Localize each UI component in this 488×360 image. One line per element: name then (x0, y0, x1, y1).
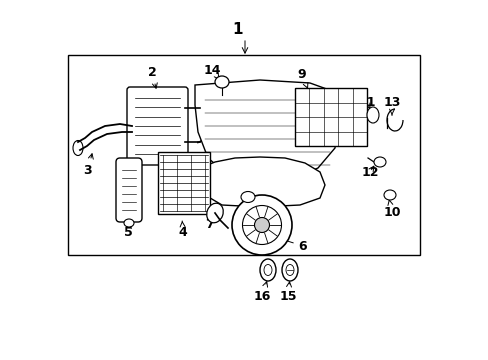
Text: 13: 13 (383, 96, 400, 115)
Polygon shape (195, 80, 339, 182)
Ellipse shape (264, 265, 271, 275)
Ellipse shape (366, 107, 378, 123)
Ellipse shape (215, 76, 228, 88)
Ellipse shape (260, 259, 275, 281)
Ellipse shape (124, 219, 134, 227)
Text: 12: 12 (361, 166, 378, 179)
Polygon shape (198, 157, 325, 207)
Text: 15: 15 (279, 282, 296, 302)
Text: 8: 8 (250, 201, 259, 213)
Ellipse shape (282, 259, 297, 281)
Text: 16: 16 (253, 282, 270, 302)
Bar (68, 55, 419, 255)
Ellipse shape (285, 265, 293, 275)
Text: 5: 5 (123, 223, 132, 239)
Bar (158, 152, 209, 214)
Text: 11: 11 (358, 96, 375, 109)
Ellipse shape (373, 157, 385, 167)
Text: 9: 9 (297, 68, 307, 88)
Circle shape (242, 206, 281, 244)
FancyBboxPatch shape (116, 158, 142, 222)
Text: 1: 1 (232, 22, 243, 37)
Circle shape (231, 195, 291, 255)
Text: 3: 3 (83, 154, 93, 176)
Text: 6: 6 (281, 238, 306, 252)
Text: 7: 7 (205, 215, 214, 231)
Text: 10: 10 (383, 200, 400, 219)
Text: 4: 4 (178, 221, 187, 239)
Ellipse shape (241, 192, 254, 202)
Circle shape (254, 217, 269, 233)
FancyBboxPatch shape (127, 87, 187, 165)
Ellipse shape (383, 190, 395, 200)
Bar (294, 88, 366, 146)
Text: 2: 2 (147, 66, 157, 88)
Ellipse shape (206, 203, 223, 223)
Text: 14: 14 (203, 63, 220, 80)
